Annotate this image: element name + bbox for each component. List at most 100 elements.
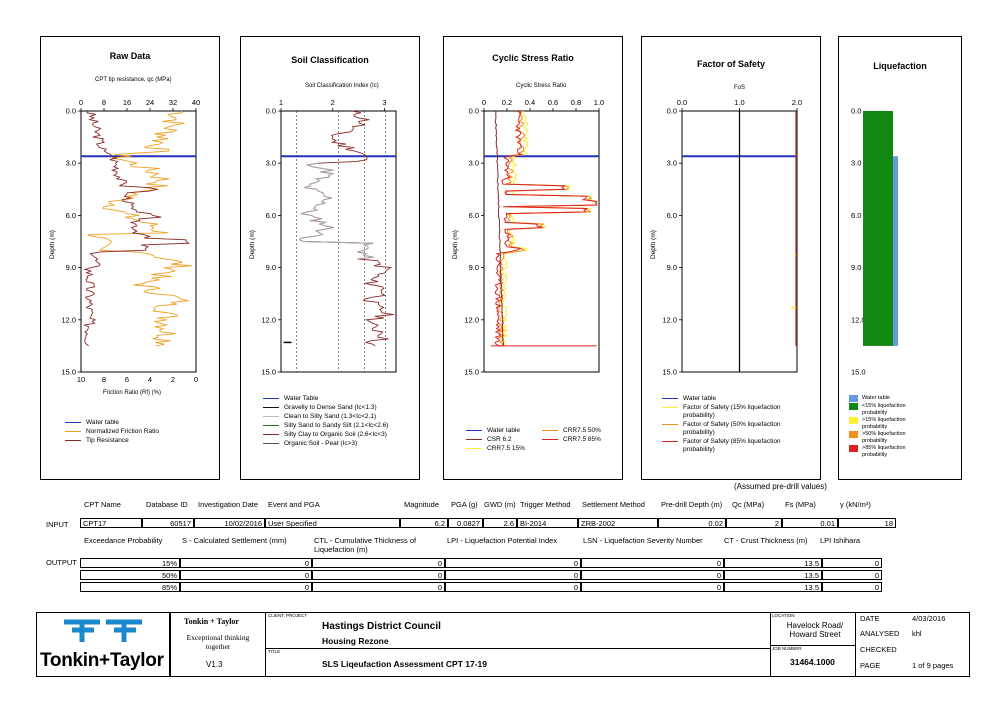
- csr-xtick-label: 0.6: [548, 98, 558, 107]
- csr-top-axis-label: Cyclic Stress Ratio: [516, 83, 567, 89]
- liq-chart: 0.0 3.0 6.0 9.0 12.0 15.0: [851, 107, 898, 377]
- soil-classification-panel: Soil Classification Soil Classification …: [240, 36, 420, 480]
- input-header-10: Qc (MPa): [732, 500, 765, 509]
- tagline: Exceptional thinking together: [186, 633, 250, 651]
- client-name: Hastings District Council: [322, 621, 441, 632]
- csr-xtick-label: 0.2: [502, 98, 512, 107]
- output-cell-1-1: 0: [180, 570, 312, 580]
- raw-top-axis-label: CPT tip resistance, qc (MPa): [95, 77, 172, 83]
- input-cell-10: 2: [726, 518, 782, 528]
- input-header-5: PGA (g): [451, 500, 478, 509]
- input-header-7: Trigger Method: [520, 500, 571, 509]
- output-header-0: Exceedance Probability: [84, 536, 163, 545]
- liq-ytick-label: 6.0: [851, 211, 861, 220]
- page-label: PAGE: [860, 661, 881, 670]
- output-cell-2-4: 0: [581, 582, 724, 592]
- raw-legend: Water table Normalized Friction Ratio Ti…: [65, 419, 159, 446]
- location-label: LOCATION: [772, 613, 795, 618]
- fos-ytick-label: 15.0: [662, 368, 677, 377]
- liq-legend-0: Water table: [862, 395, 890, 401]
- legend-liq-yellow-box: [849, 417, 858, 424]
- csr-legend-0: Water table: [487, 427, 520, 434]
- csr-xtick-label: 0.8: [571, 98, 581, 107]
- input-cell-1: 60517: [142, 518, 194, 528]
- location-cell: [770, 612, 856, 677]
- csr-chart: 0.0 3.0 6.0 9.0 12.0 15.0 0 0.2 0.4 0.6 0.8 1.0: [464, 98, 604, 377]
- legend-fos85-swatch: [662, 441, 678, 442]
- output-cell-0-5: 13.5: [724, 558, 822, 568]
- soil-xtick-label: 3: [382, 98, 386, 107]
- csr-panel: Cyclic Stress Ratio Cyclic Stress Ratio …: [443, 36, 623, 480]
- liq-ytick-label: 15.0: [851, 368, 866, 377]
- fos-legend-1: Factor of Safety (15% liquefaction proba…: [683, 404, 781, 419]
- input-header-0: CPT Name: [84, 500, 121, 509]
- title-label: TITLE: [268, 649, 281, 654]
- fos-ytick-label: 0.0: [667, 107, 677, 116]
- csr-legend-2: CRR7.5 15%: [487, 445, 525, 452]
- ic-profile-line: [299, 110, 394, 347]
- fos-xtick-label: 1.0: [734, 98, 744, 107]
- input-cell-2: 10/02/2016: [194, 518, 265, 528]
- output-header-6: LPI Ishihara: [820, 536, 861, 545]
- soil-legend-1: Gravelly to Dense Sand (Ic<1.3): [284, 404, 377, 411]
- legend-clay-swatch: [263, 434, 279, 435]
- fos-ytick-label: 12.0: [662, 315, 677, 324]
- input-header-4: Magnitude: [404, 500, 440, 509]
- input-cell-5: 0.0827: [448, 518, 483, 528]
- output-cell-2-2: 0: [312, 582, 445, 592]
- raw-bottom-tick-label: 10: [77, 375, 85, 384]
- csr-ytick-label: 0.0: [469, 107, 479, 116]
- csr-legend-3: CRR7.5 50%: [563, 427, 601, 434]
- legend-friction-swatch: [65, 431, 81, 432]
- legend-fos50-swatch: [662, 424, 678, 425]
- output-header-4: LSN - Liquefaction Severity Number: [583, 536, 703, 545]
- legend-peat-swatch: [263, 443, 279, 444]
- ic-sand-segment: [299, 162, 374, 260]
- csr-ytick-label: 6.0: [469, 211, 479, 220]
- liq-green-bar: [863, 111, 893, 346]
- tip-resistance-line: [82, 110, 191, 347]
- input-cell-8: ZRB-2002: [578, 518, 658, 528]
- raw-frame: [80, 110, 197, 373]
- raw-ytick-label: 15.0: [61, 368, 76, 377]
- input-header-9: Pre-drill Depth (m): [661, 500, 723, 509]
- fos-legend-0: Water table: [683, 395, 716, 402]
- legend-gravel-swatch: [263, 407, 279, 408]
- tt-logo-icon: [64, 619, 142, 642]
- logo-text: Tonkin+Taylor: [40, 650, 164, 671]
- input-cell-3: User Specified: [265, 518, 400, 528]
- input-header-6: GWD (m): [484, 500, 516, 509]
- soil-title: Soil Classification: [291, 55, 369, 65]
- fos-ytick-label: 6.0: [667, 211, 677, 220]
- fos-legend-3: Factor of Safety (85% liquefaction proba…: [683, 438, 781, 453]
- output-header-3: LPI - Liquefaction Potential Index: [447, 536, 558, 545]
- soil-ytick-label: 6.0: [266, 211, 276, 220]
- soil-legend-3: Silty Sand to Sandy Silt (2.1<Ic<2.6): [284, 422, 389, 429]
- doc-title: SLS Liqeufaction Assessment CPT 17-19: [322, 659, 488, 669]
- raw-ytick-label: 0.0: [66, 107, 76, 116]
- output-cell-2-0: 85%: [80, 582, 180, 592]
- raw-legend-friction: Normalized Friction Ratio: [86, 428, 159, 435]
- raw-bottom-axis-label: Friction Ratio (Rf) (%): [103, 390, 162, 396]
- output-cell-2-1: 0: [180, 582, 312, 592]
- input-cell-6: 2.6: [483, 518, 517, 528]
- soil-legend-4: Silty Clay to Organic Soil (2.6<Ic<3): [284, 431, 387, 438]
- csr-legend-4: CRR7.5 85%: [563, 436, 601, 443]
- date-value: 4/03/2016: [912, 614, 946, 623]
- raw-xtick-label: 16: [123, 98, 131, 107]
- soil-ytick-label: 0.0: [266, 107, 276, 116]
- liq-legend-1: <15% liquefaction probability: [862, 403, 906, 416]
- crr85-line: [494, 110, 598, 347]
- liq-ytick-label: 0.0: [851, 107, 861, 116]
- fos-legend: Water table Factor of Safety (15% liquef…: [662, 395, 812, 455]
- csr-legend-right: CRR7.5 50% CRR7.5 85%: [542, 427, 601, 445]
- input-header-2: Investigation Date: [198, 500, 259, 509]
- soil-legend-5: Organic Soil - Peat (Ic>3): [284, 440, 358, 447]
- raw-legend-tip: Tip Resistance: [86, 437, 129, 444]
- company-cell: [170, 612, 266, 677]
- csr-title: Cyclic Stress Ratio: [492, 53, 574, 63]
- csr-frame: [483, 110, 600, 373]
- output-cell-1-3: 0: [445, 570, 581, 580]
- raw-xtick-label: 8: [102, 98, 106, 107]
- legend-water-swatch: [263, 398, 279, 399]
